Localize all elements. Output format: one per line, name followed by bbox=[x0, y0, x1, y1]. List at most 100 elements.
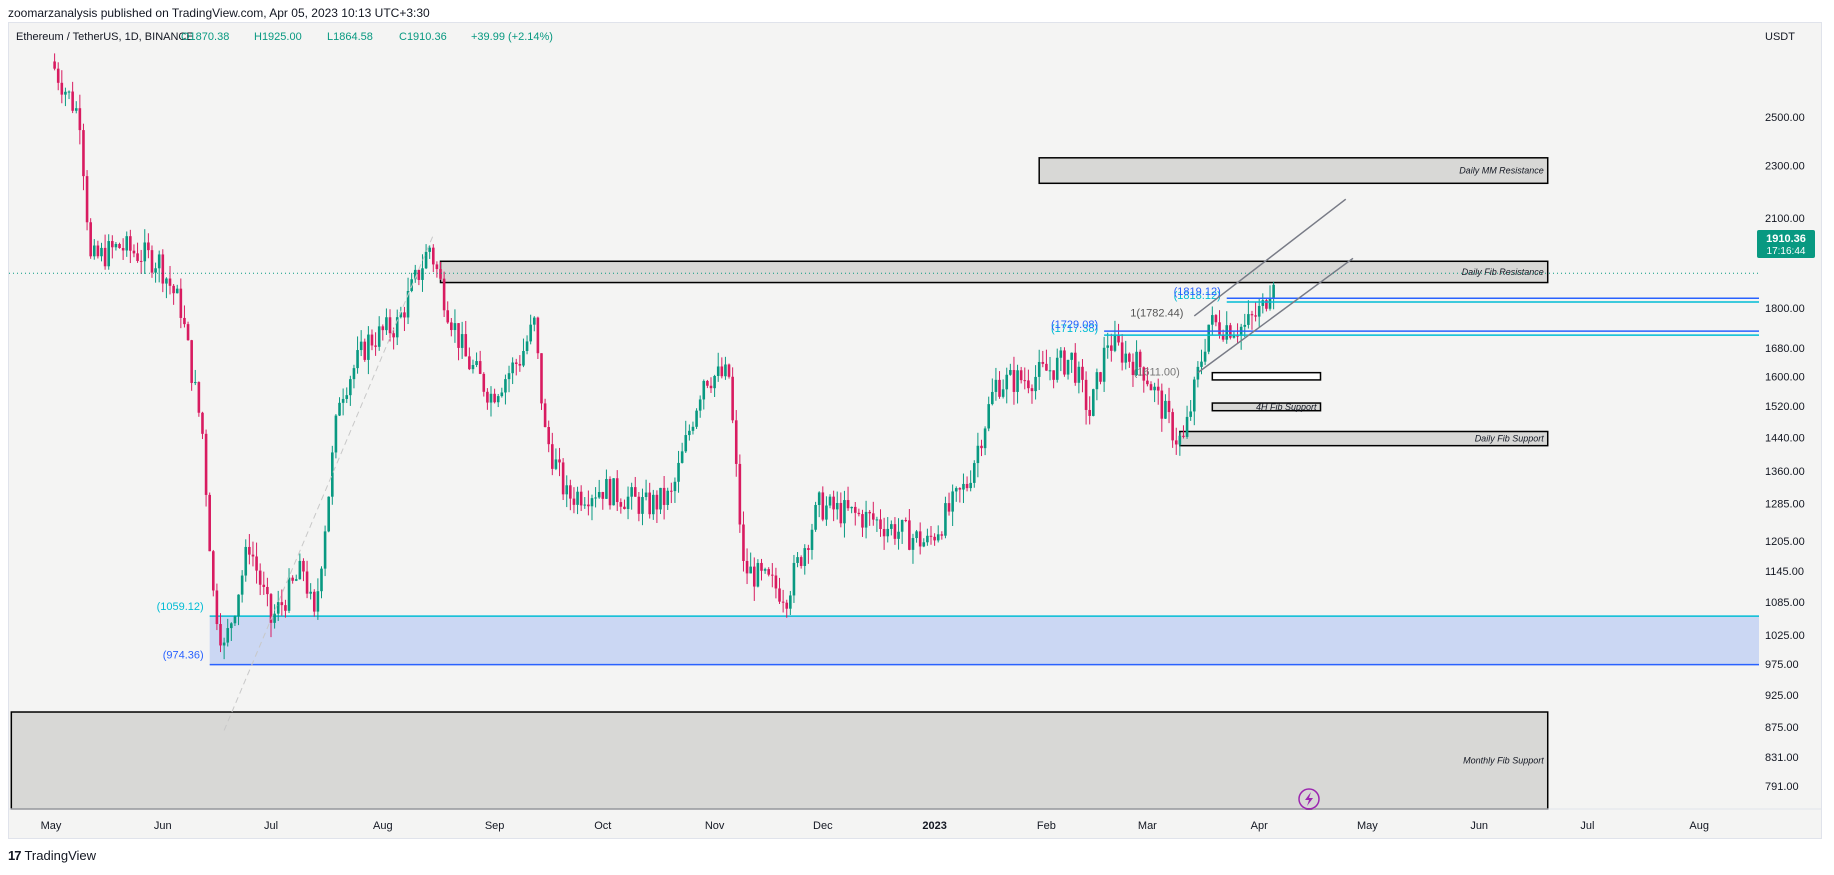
candle-body bbox=[493, 393, 496, 403]
candle-body bbox=[569, 485, 572, 499]
candles-layer bbox=[53, 53, 1275, 660]
price-axis-unit: USDT bbox=[1765, 31, 1795, 43]
footer-brand: TradingView bbox=[24, 848, 97, 863]
candle-body bbox=[835, 502, 839, 510]
candle-body bbox=[100, 247, 103, 257]
candle-body bbox=[302, 560, 305, 572]
candle-body bbox=[92, 245, 96, 257]
candle-body bbox=[1171, 412, 1174, 441]
candle-body bbox=[1091, 389, 1095, 416]
candle-body bbox=[186, 324, 190, 341]
candle-body bbox=[908, 520, 911, 550]
replay-icon[interactable] bbox=[1298, 788, 1320, 810]
candle-body bbox=[825, 505, 828, 520]
candle-body bbox=[1016, 370, 1019, 392]
zone-box bbox=[1211, 371, 1322, 381]
price-chart[interactable]: Daily MM Resistance Daily Fib Resistance 4… bbox=[9, 23, 1821, 838]
candle-body bbox=[230, 623, 233, 629]
candle-body bbox=[1261, 300, 1265, 306]
candle-body bbox=[478, 361, 482, 374]
candle-body bbox=[1178, 435, 1182, 445]
candle-body bbox=[183, 317, 186, 325]
candle-body bbox=[944, 503, 947, 536]
candle-body bbox=[403, 312, 406, 318]
candle-body bbox=[1034, 376, 1037, 392]
candle-body bbox=[331, 452, 334, 497]
candle-body bbox=[969, 482, 972, 489]
candle-body bbox=[670, 490, 673, 492]
candle-body bbox=[1189, 411, 1192, 417]
candle-body bbox=[915, 531, 918, 539]
time-tick: Apr bbox=[1251, 820, 1268, 832]
candle-body bbox=[338, 402, 341, 416]
candle-body bbox=[1081, 366, 1084, 380]
candle-body bbox=[540, 353, 543, 404]
candle-body bbox=[648, 492, 651, 515]
candle-body bbox=[1160, 390, 1164, 419]
candle-body bbox=[846, 500, 850, 509]
candle-body bbox=[168, 278, 172, 286]
candle-body bbox=[641, 497, 644, 514]
candle-body bbox=[222, 642, 226, 646]
support-band-layer: (1059.12) (974.36) bbox=[157, 601, 1760, 666]
zone-label: Daily Fib Resistance bbox=[1462, 267, 1544, 277]
candle-body bbox=[1066, 359, 1070, 375]
candle-body bbox=[514, 362, 518, 364]
candle-body bbox=[125, 236, 129, 251]
candle-body bbox=[284, 605, 287, 611]
candle-body bbox=[926, 535, 929, 543]
candle-body bbox=[327, 496, 331, 532]
candle-body bbox=[1265, 300, 1268, 309]
time-axis: May Jun Jul Aug Sep Oct Nov Dec 2023 Feb Mar Apr May… bbox=[9, 808, 1821, 832]
candle-body bbox=[579, 491, 583, 506]
candle-body bbox=[929, 535, 933, 537]
candle-body bbox=[413, 269, 417, 280]
time-tick: Dec bbox=[813, 820, 833, 832]
candle-body bbox=[1243, 324, 1247, 327]
candle-body bbox=[392, 333, 395, 338]
candle-body bbox=[698, 399, 702, 411]
candle-body bbox=[724, 364, 727, 377]
price-tick: 1440.00 bbox=[1765, 433, 1805, 445]
candle-body bbox=[958, 488, 962, 490]
candle-body bbox=[1099, 372, 1102, 382]
candle-body bbox=[1113, 334, 1117, 351]
candle-body bbox=[157, 254, 161, 269]
candle-body bbox=[680, 451, 684, 463]
candle-body bbox=[605, 478, 608, 499]
price-tick: 1800.00 bbox=[1765, 303, 1805, 315]
candle-body bbox=[1182, 435, 1185, 437]
candle-body bbox=[731, 376, 734, 421]
candle-body bbox=[53, 61, 56, 69]
candle-body bbox=[1135, 351, 1138, 376]
candle-body bbox=[940, 534, 944, 536]
candle-body bbox=[1009, 370, 1012, 375]
candle-body bbox=[67, 91, 71, 93]
candle-body bbox=[287, 577, 291, 611]
candle-body bbox=[244, 546, 248, 576]
candle-body bbox=[129, 236, 132, 251]
candle-body bbox=[987, 404, 991, 429]
candle-body bbox=[623, 506, 626, 510]
channel-line bbox=[1197, 257, 1354, 374]
price-tick: 1025.00 bbox=[1765, 630, 1805, 642]
candle-body bbox=[468, 356, 471, 370]
candle-body bbox=[760, 562, 763, 571]
chart-frame[interactable]: Daily MM Resistance Daily Fib Resistance 4… bbox=[8, 22, 1822, 839]
candle-body bbox=[291, 577, 294, 581]
time-tick: Jul bbox=[264, 820, 278, 832]
candle-body bbox=[875, 519, 879, 521]
candle-body bbox=[1045, 363, 1048, 371]
zone-box bbox=[1038, 157, 1549, 185]
candle-body bbox=[532, 317, 536, 325]
candle-body bbox=[587, 504, 590, 507]
support-band-high-label: (1059.12) bbox=[157, 601, 204, 613]
candle-body bbox=[799, 557, 803, 566]
candle-body bbox=[71, 91, 74, 111]
candle-body bbox=[1027, 380, 1030, 389]
time-tick: Jul bbox=[1580, 820, 1594, 832]
candle-body bbox=[890, 524, 893, 529]
candle-body bbox=[749, 566, 752, 574]
candle-body bbox=[1048, 370, 1052, 372]
price-axis: USDT2500.002300.002100.002000.001800.001… bbox=[1765, 31, 1805, 793]
